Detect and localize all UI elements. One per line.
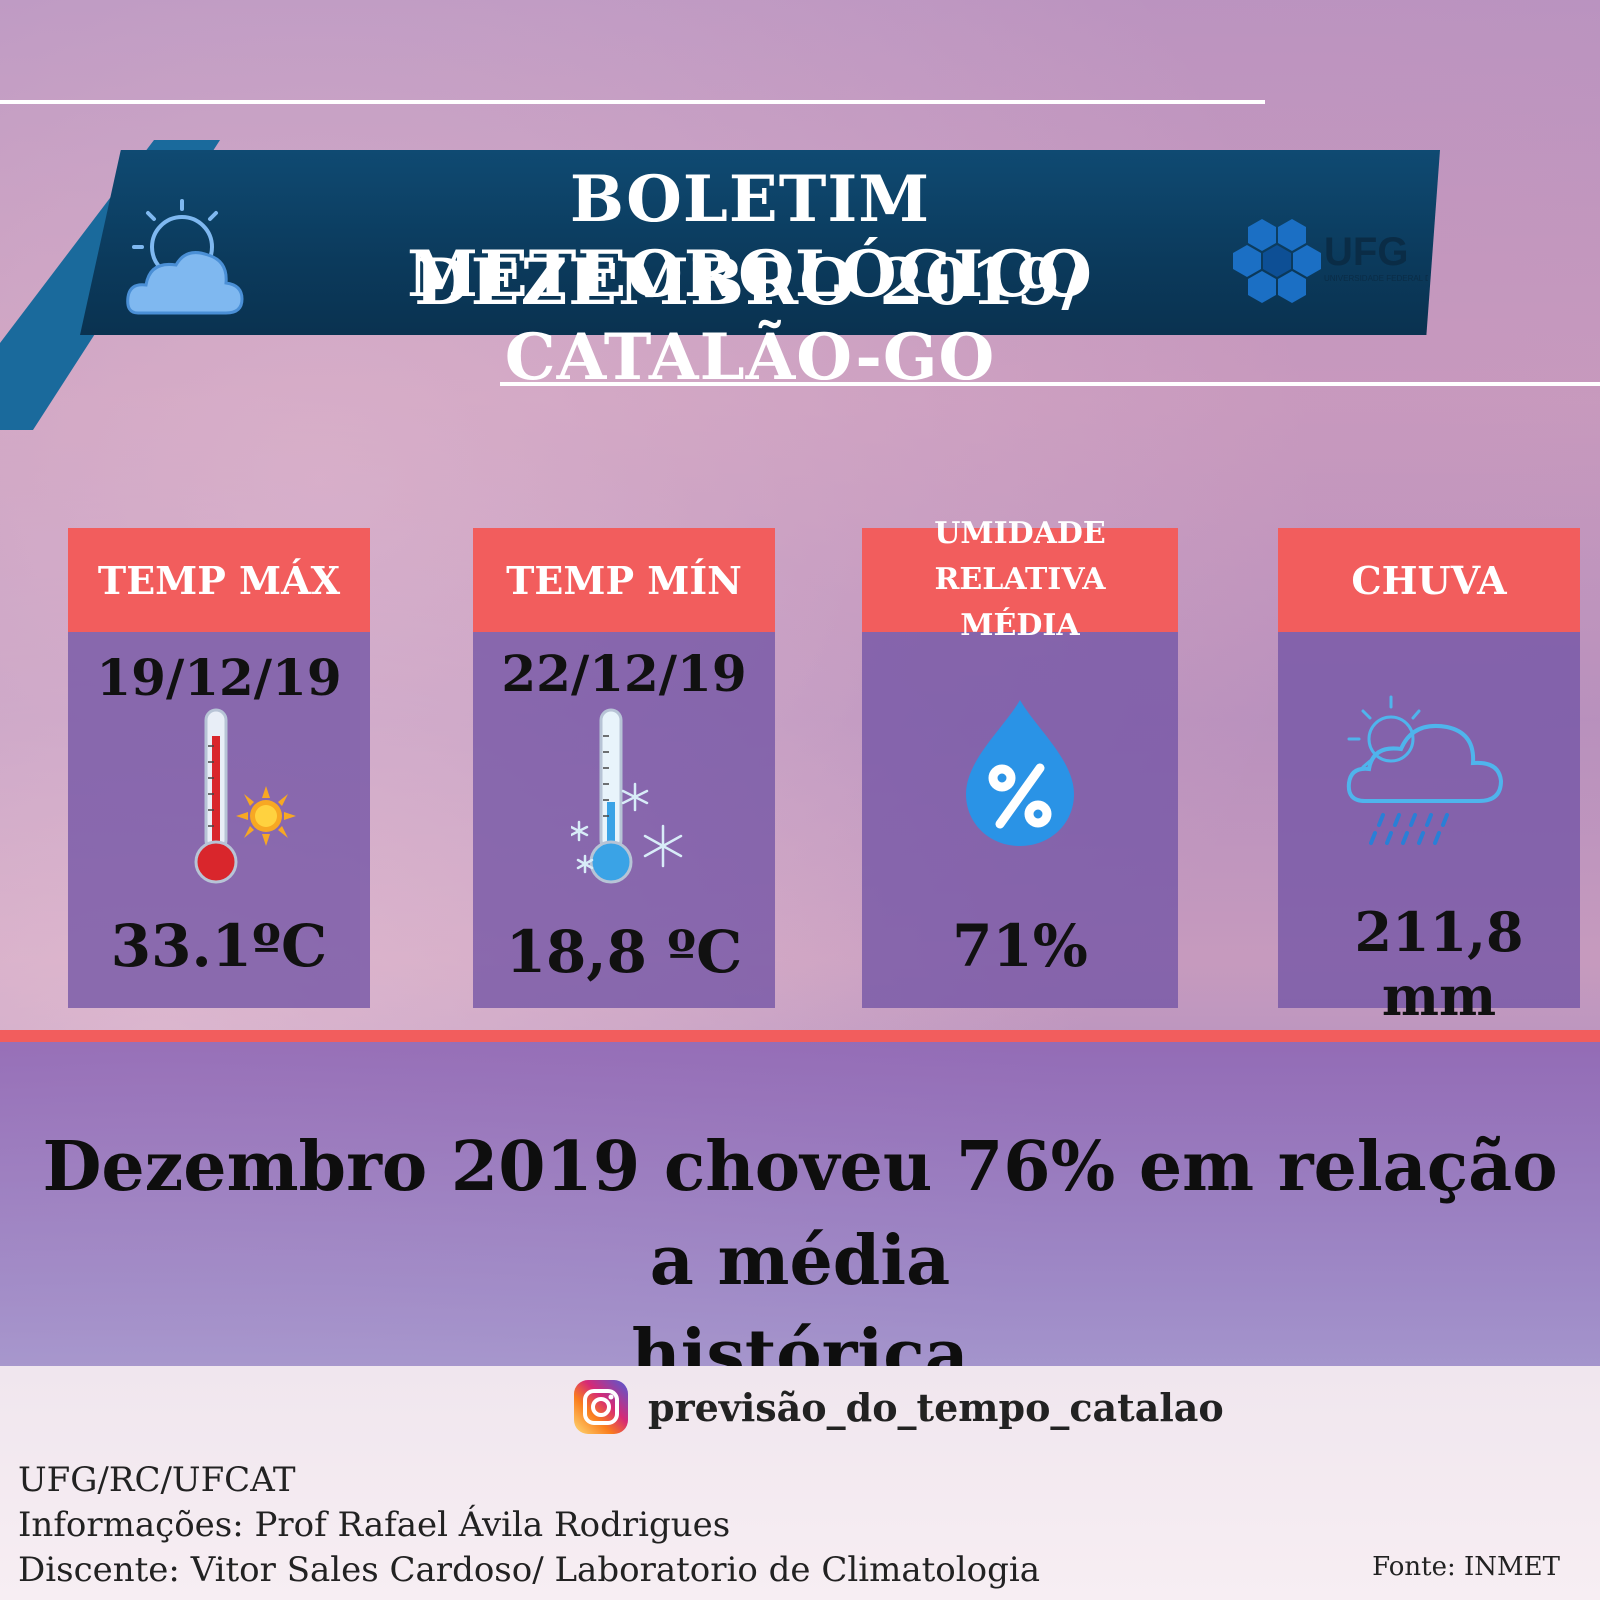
credit-professor: Informações: Prof Rafael Ávila Rodrigues: [18, 1505, 731, 1545]
card-rain-label: CHUVA: [1278, 528, 1580, 632]
card-temp-min-date: 22/12/19: [501, 644, 747, 703]
card-humidity-label: UMIDADE RELATIVA MÉDIA: [862, 516, 1178, 643]
card-humidity-value: 71%: [952, 912, 1088, 980]
summary-band: Dezembro 2019 choveu 76% em relação a mé…: [0, 1030, 1600, 1395]
card-humidity-label-line1: UMIDADE RELATIVA: [934, 516, 1106, 597]
card-temp-max-value: 33.1ºC: [110, 912, 328, 980]
data-source: Fonte: INMET: [1372, 1552, 1560, 1582]
rain-cloud-icon: [1346, 695, 1504, 845]
humidity-drop-icon: [966, 700, 1074, 846]
ufg-logo-subtext: UNIVERSIDADE FEDERAL DE GOIÁS: [1324, 274, 1428, 283]
thermometer-hot-icon: [194, 708, 296, 884]
ufg-logo: UFG UNIVERSIDADE FEDERAL DE GOIÁS: [1233, 219, 1428, 303]
instagram-link[interactable]: previsão_do_tempo_catalao: [574, 1378, 1224, 1436]
card-temp-max: TEMP MÁX 19/12/19 33.1ºC: [68, 528, 370, 1008]
top-divider-line: [0, 100, 1265, 104]
card-temp-min-value: 18,8 ºC: [505, 918, 743, 986]
summary-text: Dezembro 2019 choveu 76% em relação a mé…: [20, 1120, 1580, 1402]
ufg-logo-text: UFG: [1324, 230, 1408, 274]
footer: [0, 1366, 1600, 1600]
card-temp-min-label: TEMP MÍN: [473, 528, 775, 632]
summary-line1: Dezembro 2019 choveu 76% em relação a mé…: [42, 1127, 1558, 1301]
card-temp-max-label: TEMP MÁX: [68, 528, 370, 632]
instagram-handle: previsão_do_tempo_catalao: [648, 1384, 1224, 1430]
card-humidity-label-line2: MÉDIA: [960, 608, 1080, 643]
credit-student: Discente: Vitor Sales Cardoso/ Laborator…: [18, 1550, 1040, 1590]
header-title-line1: BOLETIM METEOROLÓGICO: [407, 162, 1093, 312]
card-humidity: UMIDADE RELATIVA MÉDIA 71%: [862, 516, 1178, 1008]
thermometer-cold-icon: [571, 708, 683, 884]
header-banner: [80, 150, 1440, 335]
partly-cloudy-icon: [126, 199, 244, 315]
credit-institution: UFG/RC/UFCAT: [18, 1460, 296, 1500]
banner-divider-line: [500, 382, 1600, 386]
card-rain-value: 211,8 mm: [1354, 900, 1524, 1028]
header-title-line2: DEZEMBRO 2019/ CATALÃO-GO: [414, 245, 1086, 395]
card-rain: CHUVA 211,8 mm: [1278, 528, 1580, 1028]
card-temp-min: TEMP MÍN 22/12/19 18,8 ºC: [473, 528, 775, 1008]
instagram-icon: [574, 1380, 628, 1434]
card-temp-max-date: 19/12/19: [96, 648, 342, 707]
